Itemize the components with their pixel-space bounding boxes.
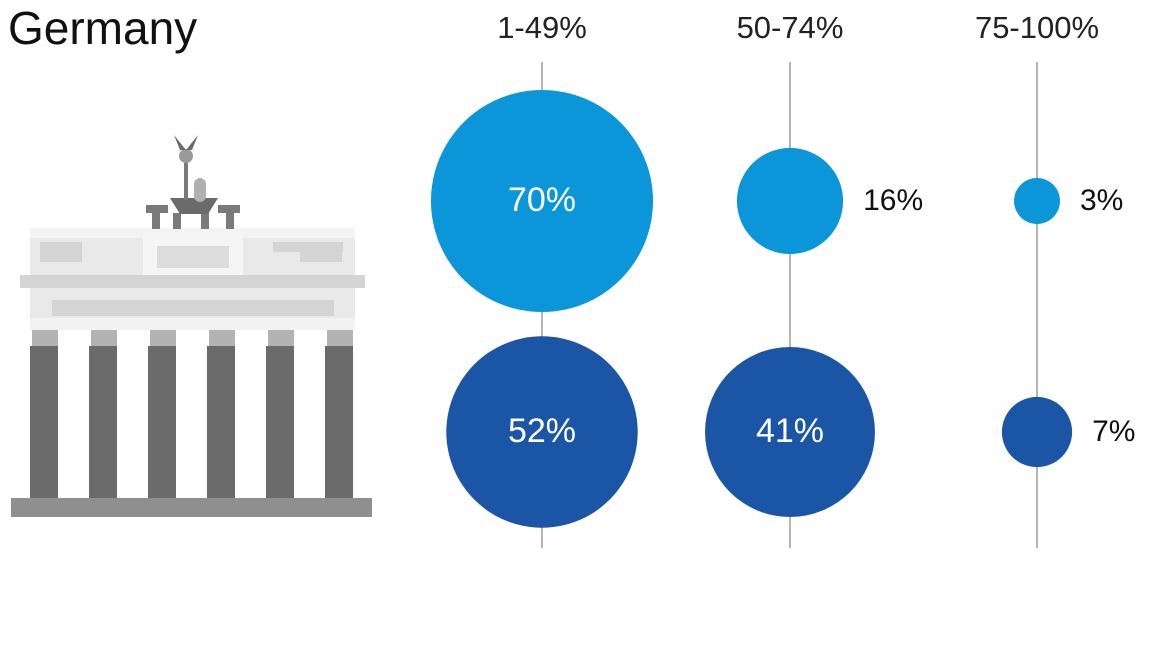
bubble [430,89,654,313]
bubble [736,147,844,255]
value-label: 3% [1080,184,1123,217]
bubble [446,336,638,528]
bubble [705,347,875,517]
value-label: 16% [863,184,923,217]
value-label: 52% [508,412,576,450]
bubble [1001,396,1073,468]
value-label: 70% [508,181,576,219]
value-label: 7% [1092,415,1135,448]
column-label: 75-100% [975,10,1099,45]
column-label: 50-74% [737,10,844,45]
value-label: 41% [756,412,824,450]
gate-illustration [11,135,372,517]
bubble [1014,178,1060,224]
chart-title: Germany [8,2,197,54]
column-label: 1-49% [497,10,587,45]
